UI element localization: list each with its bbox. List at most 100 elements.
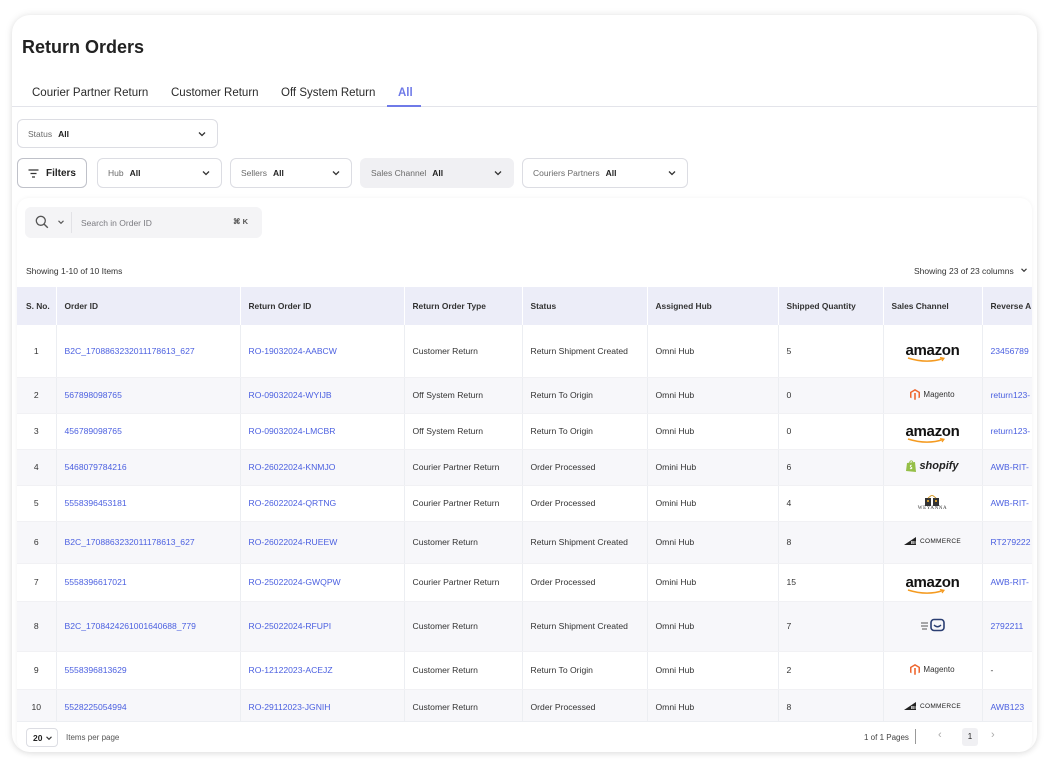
- tab-bar: Courier Partner Return Customer Return O…: [12, 85, 1037, 107]
- tab-off-system-return[interactable]: Off System Return: [281, 87, 376, 99]
- column-header[interactable]: S. No.: [17, 287, 57, 325]
- amazon-smile-icon: [908, 357, 946, 363]
- chevron-down-icon[interactable]: [57, 218, 65, 226]
- column-header[interactable]: Return Order Type: [404, 287, 523, 325]
- order-id-link[interactable]: B2C_1708424261001640688_779: [56, 601, 241, 652]
- cell-return-type: Courier Partner Return: [404, 449, 523, 486]
- couriers-partners-select[interactable]: Couriers Partners All: [522, 158, 688, 188]
- items-per-page-select[interactable]: 20: [26, 728, 58, 747]
- column-header[interactable]: Reverse A: [982, 287, 1032, 325]
- order-id-link[interactable]: B2C_1708863232011178613_627: [56, 521, 241, 564]
- cell-shipped-quantity: 5: [778, 325, 884, 378]
- column-header[interactable]: Order ID: [56, 287, 241, 325]
- table-row[interactable]: 8 B2C_1708424261001640688_779 RO-25022024-…: [17, 601, 1032, 652]
- reverse-awb-link[interactable]: AWB-RIT-: [982, 563, 1032, 602]
- cell-assigned-hub: Omni Hub: [647, 521, 779, 564]
- order-id-link[interactable]: 5558396813629: [56, 651, 241, 690]
- cell-sno: 7: [17, 563, 57, 602]
- return-orders-table: S. No. Order ID Return Order ID Return O…: [17, 287, 1032, 721]
- cell-assigned-hub: Omini Hub: [647, 563, 779, 602]
- cell-sno: 9: [17, 651, 57, 690]
- reverse-awb-link[interactable]: return123-: [982, 377, 1032, 414]
- cell-sales-channel: amazon: [883, 325, 983, 378]
- reverse-awb-link[interactable]: RT279222: [982, 521, 1032, 564]
- order-id-link[interactable]: 5558396617021: [56, 563, 241, 602]
- cell-status: Order Processed: [522, 449, 648, 486]
- cell-shipped-quantity: 4: [778, 485, 884, 522]
- reverse-awb-link[interactable]: 23456789: [982, 325, 1032, 378]
- return-order-id-link[interactable]: RO-25022024-GWQPW: [240, 563, 405, 602]
- column-header[interactable]: Assigned Hub: [647, 287, 779, 325]
- sellers-select-value: All: [272, 168, 284, 178]
- cell-sales-channel: WEYANNA: [883, 485, 983, 522]
- page-number-button[interactable]: 1: [962, 728, 978, 746]
- order-id-link[interactable]: 5528225054994: [56, 689, 241, 721]
- cell-status: Return Shipment Created: [522, 521, 648, 564]
- column-header[interactable]: Return Order ID: [240, 287, 405, 325]
- tab-courier-partner-return[interactable]: Courier Partner Return: [32, 87, 149, 99]
- return-order-id-link[interactable]: RO-26022024-KNMJO: [240, 449, 405, 486]
- cell-status: Order Processed: [522, 563, 648, 602]
- column-selector[interactable]: Showing 23 of 23 columns: [914, 266, 1032, 276]
- column-header[interactable]: Sales Channel: [883, 287, 983, 325]
- cell-sno: 10: [17, 689, 57, 721]
- return-order-id-link[interactable]: RO-09032024-LMCBR: [240, 413, 405, 450]
- return-order-id-link[interactable]: RO-25022024-RFUPI: [240, 601, 405, 652]
- cell-assigned-hub: Omni Hub: [647, 325, 779, 378]
- column-header[interactable]: Shipped Quantity: [778, 287, 884, 325]
- items-per-page-value: 20: [33, 732, 43, 743]
- return-order-id-link[interactable]: RO-26022024-RUEEW: [240, 521, 405, 564]
- hub-select[interactable]: Hub All: [97, 158, 222, 188]
- amazon-logo-text: amazon: [905, 422, 960, 440]
- order-id-link[interactable]: 567898098765: [56, 377, 241, 414]
- amazon-logo-text: amazon: [905, 573, 960, 591]
- search-input[interactable]: [81, 214, 221, 231]
- couriers-partners-select-value: All: [605, 168, 617, 178]
- reverse-awb-link[interactable]: AWB-RIT-: [982, 449, 1032, 486]
- table-row[interactable]: 10 5528225054994 RO-29112023-JGNIH Customer…: [17, 689, 1032, 721]
- reverse-awb-link[interactable]: return123-: [982, 413, 1032, 450]
- column-header[interactable]: Status: [522, 287, 648, 325]
- prev-page-button[interactable]: ‹: [938, 729, 942, 741]
- table-row[interactable]: 9 5558396813629 RO-12122023-ACEJZ Customer …: [17, 651, 1032, 690]
- table-scroll-area[interactable]: S. No. Order ID Return Order ID Return O…: [17, 287, 1032, 721]
- weyanna-logo: WEYANNA: [918, 495, 947, 511]
- table-row[interactable]: 3 456789098765 RO-09032024-LMCBR Off System…: [17, 413, 1032, 450]
- tab-customer-return[interactable]: Customer Return: [171, 87, 259, 99]
- sales-channel-select[interactable]: Sales Channel All: [360, 158, 514, 188]
- table-row[interactable]: 6 B2C_1708863232011178613_627 RO-26022024-…: [17, 521, 1032, 564]
- status-select[interactable]: Status All: [17, 119, 218, 148]
- reverse-awb-link[interactable]: -: [982, 651, 1032, 690]
- return-order-id-link[interactable]: RO-09032024-WYIJB: [240, 377, 405, 414]
- reverse-awb-link[interactable]: AWB123: [982, 689, 1032, 721]
- table-row[interactable]: 5 5558396453181 RO-26022024-QRTNG Courier P…: [17, 485, 1032, 522]
- order-id-link[interactable]: 5468079784216: [56, 449, 241, 486]
- amazon-logo: amazon: [905, 573, 960, 594]
- sellers-select[interactable]: Sellers All: [230, 158, 352, 188]
- cell-status: Order Processed: [522, 485, 648, 522]
- order-id-link[interactable]: B2C_1708863232011178613_627: [56, 325, 241, 378]
- return-order-id-link[interactable]: RO-26022024-QRTNG: [240, 485, 405, 522]
- table-row[interactable]: 1 B2C_1708863232011178613_627 RO-19032024-…: [17, 325, 1032, 378]
- order-id-link[interactable]: 456789098765: [56, 413, 241, 450]
- next-page-button[interactable]: ›: [991, 729, 995, 741]
- return-order-id-link[interactable]: RO-29112023-JGNIH: [240, 689, 405, 721]
- return-order-id-link[interactable]: RO-12122023-ACEJZ: [240, 651, 405, 690]
- filters-button[interactable]: Filters: [17, 158, 87, 188]
- table-row[interactable]: 4 5468079784216 RO-26022024-KNMJO Courier P…: [17, 449, 1032, 486]
- search-icon[interactable]: [35, 215, 49, 229]
- chevron-down-icon: [198, 132, 206, 137]
- return-order-id-link[interactable]: RO-19032024-AABCW: [240, 325, 405, 378]
- table-row[interactable]: 7 5558396617021 RO-25022024-GWQPW Courier P…: [17, 563, 1032, 602]
- reverse-awb-link[interactable]: 2792211: [982, 601, 1032, 652]
- ecwid-icon: [920, 618, 945, 632]
- sellers-select-label: Sellers: [241, 168, 267, 178]
- tab-all[interactable]: All: [398, 87, 413, 99]
- bigcommerce-logo: BIG COMMERCE: [903, 702, 962, 710]
- table-row[interactable]: 2 567898098765 RO-09032024-WYIJB Off System…: [17, 377, 1032, 414]
- reverse-awb-link[interactable]: AWB-RIT-: [982, 485, 1032, 522]
- bigcommerce-logo-text: COMMERCE: [919, 537, 962, 545]
- order-id-link[interactable]: 5558396453181: [56, 485, 241, 522]
- bigcommerce-logo-text: COMMERCE: [919, 702, 962, 710]
- cell-status: Return Shipment Created: [522, 325, 648, 378]
